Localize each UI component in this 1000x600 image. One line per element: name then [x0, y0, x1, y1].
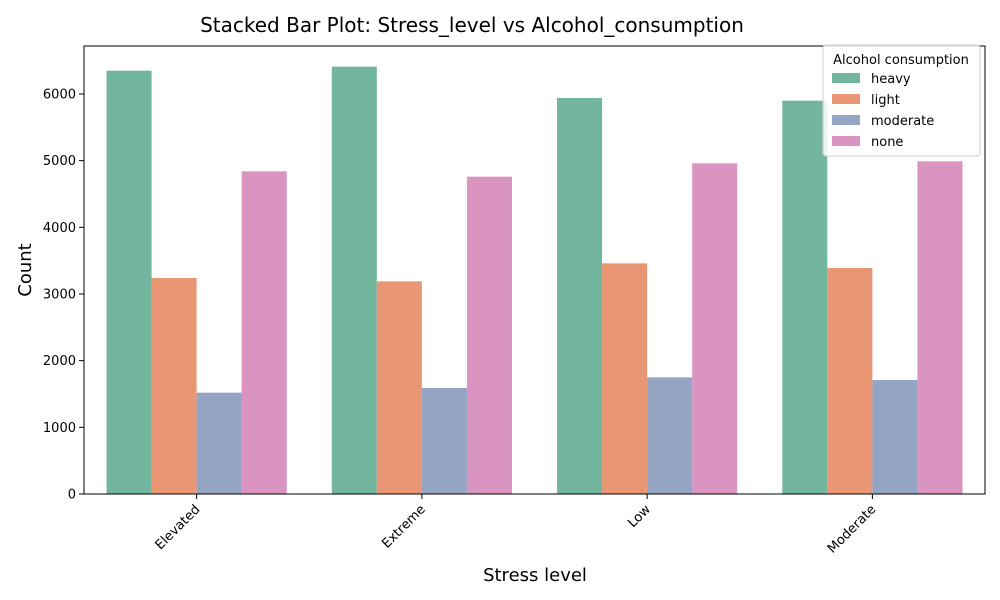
- legend-label-light: light: [871, 93, 900, 108]
- bar-heavy-elevated: [106, 70, 152, 495]
- bar-none-low: [692, 163, 738, 495]
- y-tick-label: 3000: [43, 288, 76, 303]
- bar-heavy-moderate: [782, 100, 828, 495]
- legend-swatch-none: [832, 136, 860, 146]
- legend-swatch-moderate: [832, 115, 860, 125]
- bar-none-elevated: [241, 171, 287, 495]
- bar-heavy-low: [557, 98, 603, 494]
- bar-light-extreme: [376, 281, 422, 494]
- x-axis-title: Stress level: [483, 565, 587, 586]
- legend-swatch-light: [832, 94, 860, 104]
- bars-group: [106, 66, 963, 495]
- legend-label-heavy: heavy: [871, 72, 911, 87]
- legend-box: [822, 44, 981, 157]
- bar-moderate-moderate: [872, 380, 918, 494]
- x-tick-label: Extreme: [379, 502, 428, 551]
- bar-moderate-elevated: [196, 392, 242, 494]
- chart-title: Stacked Bar Plot: Stress_level vs Alcoho…: [200, 13, 744, 37]
- y-tick-label: 4000: [43, 221, 76, 236]
- plot-frame: [83, 45, 986, 495]
- legend-label-none: none: [871, 135, 903, 150]
- y-tick-label: 6000: [43, 88, 76, 103]
- legend-swatch-heavy: [832, 73, 860, 83]
- legend-title: Alcohol consumption: [833, 53, 969, 68]
- legend: Alcohol consumption heavy light moderate no…: [822, 44, 981, 157]
- bar-light-moderate: [827, 268, 873, 494]
- bar-moderate-extreme: [421, 388, 467, 494]
- bar-light-low: [602, 263, 648, 494]
- x-tick-label: Moderate: [825, 502, 879, 556]
- bar-light-elevated: [151, 278, 197, 494]
- bar-heavy-extreme: [331, 66, 377, 495]
- y-tick-label: 5000: [43, 154, 76, 169]
- y-axis-title: Count: [15, 243, 36, 296]
- y-tick-label: 2000: [43, 354, 76, 369]
- bar-none-moderate: [917, 161, 963, 495]
- y-tick-label: 0: [68, 488, 76, 503]
- x-tick-label: Elevated: [153, 502, 204, 553]
- x-tick-label: Low: [625, 502, 654, 531]
- y-tick-label: 1000: [43, 421, 76, 436]
- legend-label-moderate: moderate: [871, 114, 934, 129]
- bar-none-extreme: [466, 176, 512, 494]
- bar-moderate-low: [647, 377, 693, 494]
